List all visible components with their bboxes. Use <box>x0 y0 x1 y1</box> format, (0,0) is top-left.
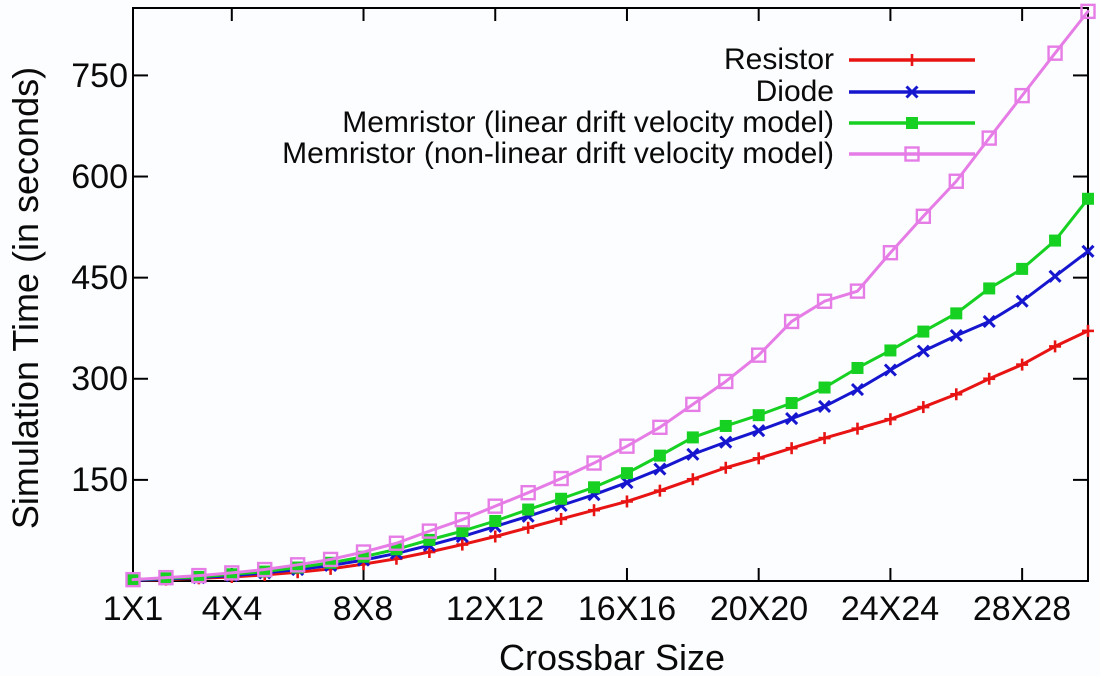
x-tick-label-16x16: 16X16 <box>577 590 677 628</box>
x-tick-label-12x12: 12X12 <box>445 590 545 628</box>
y-tick-label-750: 750 <box>71 57 128 95</box>
x-tick-label-4x4: 4X4 <box>201 590 263 628</box>
y-tick-label-450: 450 <box>71 259 128 297</box>
y-axis-title: Simulation Time (in seconds) <box>5 66 46 530</box>
y-tick-label-300: 300 <box>71 360 128 398</box>
y-tick-label-600: 600 <box>71 158 128 196</box>
x-axis-title: Crossbar Size <box>498 637 726 676</box>
x-tick-label-8x8: 8X8 <box>332 590 394 628</box>
x-tick-label-28x28: 28X28 <box>972 590 1072 628</box>
x-tick-label-20x20: 20X20 <box>709 590 809 628</box>
x-tick-label-1x1: 1X1 <box>102 590 164 628</box>
y-tick-label-150: 150 <box>71 461 128 499</box>
x-tick-label-24x24: 24X24 <box>840 590 940 628</box>
